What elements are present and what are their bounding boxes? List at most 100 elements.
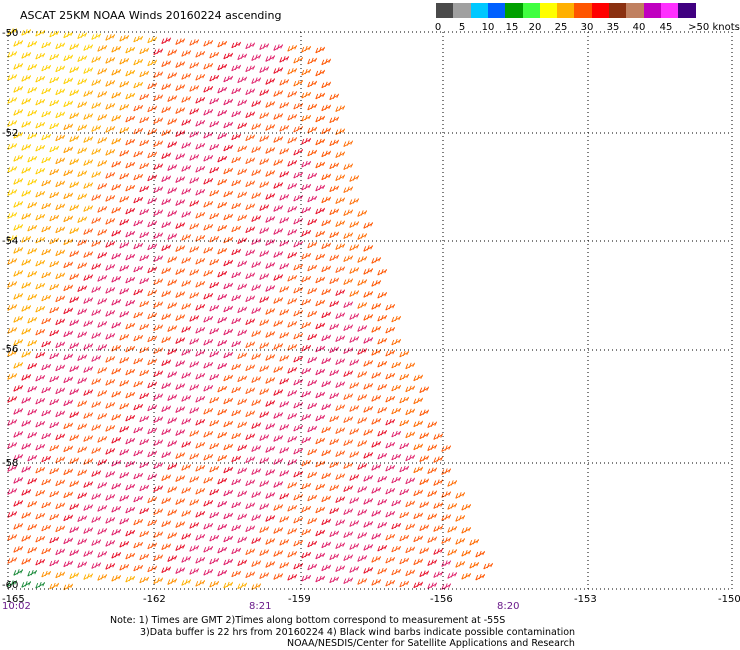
wind-barb xyxy=(349,336,359,343)
wind-barb xyxy=(21,213,31,220)
wind-barb xyxy=(49,352,59,360)
wind-barb xyxy=(203,454,213,461)
wind-barb xyxy=(125,552,135,560)
wind-barb xyxy=(307,471,317,479)
wind-barb xyxy=(377,383,387,391)
wind-barb xyxy=(13,224,23,231)
wind-barb xyxy=(189,361,199,368)
wind-barb xyxy=(209,258,219,266)
wind-barb xyxy=(279,79,289,86)
wind-barb xyxy=(125,322,135,330)
wind-barb xyxy=(231,524,241,532)
wind-barb xyxy=(273,504,283,511)
wind-barb xyxy=(7,120,17,127)
wind-barb xyxy=(217,155,227,163)
wind-barb xyxy=(167,440,177,447)
wind-barb xyxy=(259,503,269,510)
wind-barb xyxy=(335,473,345,481)
wind-barb xyxy=(147,105,157,113)
wind-barb xyxy=(203,247,213,254)
wind-barb xyxy=(41,570,51,578)
wind-barb xyxy=(231,317,241,325)
wind-barb xyxy=(231,202,241,210)
wind-barb xyxy=(343,324,353,332)
wind-barb xyxy=(49,513,59,521)
wind-barb xyxy=(119,540,129,548)
wind-barb xyxy=(147,174,157,182)
wind-barb xyxy=(111,161,121,168)
wind-barb xyxy=(273,136,283,143)
wind-barb xyxy=(27,408,37,416)
wind-barb xyxy=(307,517,317,525)
wind-barb xyxy=(63,100,73,108)
wind-barb xyxy=(251,560,261,567)
color-scale-label: 10 xyxy=(481,22,495,33)
wind-barb xyxy=(343,439,353,447)
wind-barb xyxy=(69,296,79,304)
wind-barb xyxy=(83,458,93,465)
wind-barb xyxy=(119,218,129,226)
wind-barb xyxy=(273,527,283,534)
wind-barb xyxy=(273,343,283,350)
wind-barb xyxy=(119,402,129,410)
wind-barb xyxy=(41,386,51,394)
wind-barb xyxy=(55,479,65,487)
wind-barb xyxy=(265,170,275,177)
wind-barb xyxy=(13,316,23,323)
wind-barb xyxy=(245,42,255,50)
wind-barb xyxy=(139,415,149,423)
wind-barb xyxy=(251,77,261,84)
wind-barb xyxy=(343,347,353,355)
wind-barb xyxy=(217,40,227,48)
wind-barb xyxy=(83,320,93,327)
wind-barb xyxy=(217,201,227,209)
wind-barb xyxy=(209,511,219,519)
wind-barb xyxy=(427,421,437,429)
wind-barb xyxy=(91,79,101,86)
wind-barb xyxy=(69,503,79,511)
wind-barb xyxy=(335,128,345,136)
wind-barb xyxy=(203,385,213,392)
wind-barb xyxy=(35,535,45,543)
wind-barb xyxy=(217,224,227,232)
wind-barb xyxy=(55,272,65,280)
wind-barb xyxy=(251,146,261,153)
wind-barb xyxy=(301,45,311,53)
wind-barb xyxy=(209,580,219,588)
wind-barb xyxy=(49,375,59,383)
wind-barb xyxy=(105,57,115,64)
wind-barb xyxy=(69,480,79,488)
wind-barb xyxy=(55,88,65,96)
wind-barb xyxy=(77,32,87,40)
wind-barb xyxy=(223,259,233,267)
wind-barb xyxy=(175,245,185,252)
wind-barb xyxy=(273,366,283,373)
wind-barb xyxy=(329,461,339,469)
wind-barb xyxy=(251,238,261,245)
wind-barb xyxy=(35,420,45,428)
wind-barb xyxy=(27,546,37,554)
wind-barb xyxy=(321,472,331,480)
wind-barb xyxy=(419,547,429,555)
wind-barb xyxy=(315,506,325,514)
wind-barb xyxy=(259,388,269,395)
wind-barb xyxy=(175,314,185,321)
wind-barb xyxy=(7,465,17,472)
wind-barb xyxy=(245,571,255,579)
wind-barb xyxy=(91,56,101,63)
wind-barb xyxy=(391,430,401,438)
wind-barb xyxy=(279,125,289,132)
wind-barb xyxy=(231,41,241,49)
wind-barb xyxy=(357,256,367,263)
wind-barb xyxy=(329,185,339,193)
wind-barb xyxy=(175,360,185,367)
wind-barb xyxy=(91,447,101,454)
wind-barb xyxy=(161,83,171,91)
wind-barb xyxy=(231,478,241,486)
wind-barb xyxy=(35,351,45,359)
wind-barb xyxy=(223,535,233,543)
wind-barb xyxy=(41,317,51,325)
wind-barb xyxy=(27,569,37,577)
wind-barb xyxy=(195,97,205,104)
wind-barb xyxy=(175,84,185,91)
